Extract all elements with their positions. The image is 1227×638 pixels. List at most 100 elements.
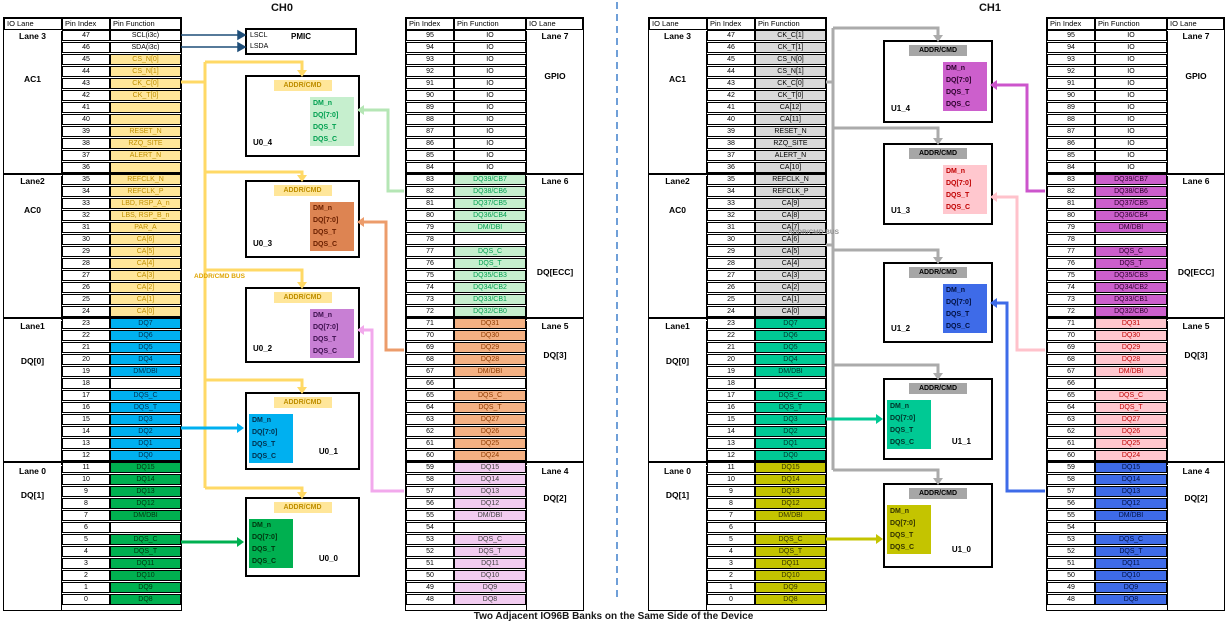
pin-index-cell: 28 — [62, 258, 110, 269]
pin-row: 45 CS_N[0] — [707, 54, 826, 66]
pin-function-cell: IO — [454, 102, 526, 113]
pin-index-cell: 45 — [62, 54, 110, 65]
pin-function-cell: DQ11 — [454, 558, 526, 569]
pin-row: 28 CA[4] — [62, 258, 181, 270]
pin-row: 80 DQ36/CB4 — [1047, 210, 1167, 222]
pin-function-cell: DQ0 — [110, 450, 181, 461]
pin-index-cell: 89 — [406, 102, 454, 113]
pin-index-cell: 86 — [1047, 138, 1095, 149]
pin-index-cell: 80 — [1047, 210, 1095, 221]
pin-row: 44 CS_N[1] — [707, 66, 826, 78]
pin-function-cell: CA[1] — [755, 294, 826, 305]
pin-row: 39 RESET_N — [707, 126, 826, 138]
pin-row: 13 DQ1 — [707, 438, 826, 450]
pin-index-cell: 15 — [707, 414, 755, 425]
pin-index-cell: 67 — [406, 366, 454, 377]
pin-row: 73 DQ33/CB1 — [1047, 294, 1167, 306]
pin-function-cell: DQ32/CB0 — [454, 306, 526, 317]
pin-index-cell: 63 — [406, 414, 454, 425]
pin-index-cell: 7 — [62, 510, 110, 521]
dq-port-pin: DQ[7:0] — [313, 112, 339, 119]
lane-label: Lane 3 — [19, 31, 46, 41]
dq-port-pin: DM_n — [890, 403, 910, 410]
lane-group: Lane2 AC0 — [649, 176, 707, 320]
pin-function-cell: RESET_N — [755, 126, 826, 137]
pin-index-cell: 91 — [406, 78, 454, 89]
pin-function-cell: CA[2] — [755, 282, 826, 293]
pin-row: 8 DQ12 — [62, 498, 181, 510]
lane-group: Lane 5 DQ[3] — [1167, 321, 1224, 465]
pin-index-cell: 16 — [707, 402, 755, 413]
pin-row: 49 DQ9 — [1047, 582, 1167, 594]
pin-index-cell: 5 — [707, 534, 755, 545]
pin-function-cell: REFCLK_N — [755, 174, 826, 185]
pin-function-cell: DQ31 — [1095, 318, 1167, 329]
pin-index-cell: 67 — [1047, 366, 1095, 377]
pmic-pin-lscl: LSCL — [250, 32, 268, 39]
pin-function-cell: DQ36/CB4 — [454, 210, 526, 221]
pin-index-cell: 27 — [707, 270, 755, 281]
pin-index-cell: 21 — [62, 342, 110, 353]
pin-index-cell: 65 — [1047, 390, 1095, 401]
pin-function-cell: DQ34/CB2 — [454, 282, 526, 293]
pin-index-cell: 64 — [406, 402, 454, 413]
pin-row: 76 DQS_T — [1047, 258, 1167, 270]
pin-function-cell: DQ15 — [755, 462, 826, 473]
dram-chip-u0_1: ADDR/CMD DM_n DQ[7:0] DQS_T DQS_C U0_1 — [245, 392, 360, 470]
pin-index-cell: 25 — [62, 294, 110, 305]
pin-index-cell: 42 — [707, 90, 755, 101]
pin-function-cell: CA[12] — [755, 102, 826, 113]
pin-row: 40 — [62, 114, 181, 126]
pin-function-cell: CA[8] — [755, 210, 826, 221]
pin-index-cell: 9 — [707, 486, 755, 497]
pin-function-cell: DQ34/CB2 — [1095, 282, 1167, 293]
lane-group-separator — [1046, 173, 1225, 175]
pin-row: 42 CK_T[0] — [62, 90, 181, 102]
pin-row: 63 DQ27 — [406, 414, 526, 426]
pin-function-cell: DQS_T — [1095, 258, 1167, 269]
lane-sub-label: AC1 — [668, 74, 686, 84]
addr-cmd-port: ADDR/CMD — [909, 383, 967, 394]
ch1-dq2-connector — [990, 298, 1045, 493]
pin-row: 51 DQ11 — [1047, 558, 1167, 570]
pin-index-cell: 61 — [1047, 438, 1095, 449]
addr-cmd-port: ADDR/CMD — [273, 185, 332, 196]
pin-function-cell — [755, 522, 826, 533]
column-header: Pin Index — [62, 18, 110, 30]
pin-function-cell: DQ13 — [755, 486, 826, 497]
pin-function-cell: DQ9 — [755, 582, 826, 593]
pin-function-cell: REFCLK_P — [110, 186, 181, 197]
pin-function-cell: DQS_T — [454, 546, 526, 557]
pin-row: 47 SCL(i3c) — [62, 30, 181, 42]
pin-function-cell: DQ35/CB3 — [454, 270, 526, 281]
pin-index-cell: 37 — [707, 150, 755, 161]
lane-group-separator — [405, 173, 584, 175]
pin-row: 30 CA[6] — [62, 234, 181, 246]
dram-chip-u0_0: ADDR/CMD DM_n DQ[7:0] DQS_T DQS_C U0_0 — [245, 497, 360, 577]
pin-row: 34 REFCLK_P — [62, 186, 181, 198]
pin-row: 93 IO — [1047, 54, 1167, 66]
pin-row: 59 DQ15 — [406, 462, 526, 474]
pin-function-cell: DQ31 — [454, 318, 526, 329]
pin-row: 29 CA[5] — [62, 246, 181, 258]
dq-port-pin: DQ[7:0] — [313, 324, 339, 331]
addr-cmd-port: ADDR/CMD — [909, 267, 967, 278]
pin-index-cell: 0 — [707, 594, 755, 605]
pin-function-cell: DQ15 — [454, 462, 526, 473]
pin-index-cell: 64 — [1047, 402, 1095, 413]
pin-index-cell: 95 — [1047, 30, 1095, 41]
pin-row: 84 IO — [406, 162, 526, 174]
lane-label: Lane 3 — [664, 31, 691, 41]
lane-sub-label: DQ[2] — [1184, 493, 1208, 503]
pin-index-cell: 90 — [1047, 90, 1095, 101]
pin-row: 85 IO — [406, 150, 526, 162]
pin-function-cell: IO — [1095, 54, 1167, 65]
dq-port-pin: DQS_C — [313, 136, 338, 143]
pin-function-cell — [1095, 522, 1167, 533]
pin-function-cell: DQS_C — [454, 246, 526, 257]
pin-function-cell: DQ7 — [755, 318, 826, 329]
pin-index-cell: 69 — [406, 342, 454, 353]
pin-row: 87 IO — [406, 126, 526, 138]
pin-row: 91 IO — [406, 78, 526, 90]
pin-row: 12 DQ0 — [707, 450, 826, 462]
